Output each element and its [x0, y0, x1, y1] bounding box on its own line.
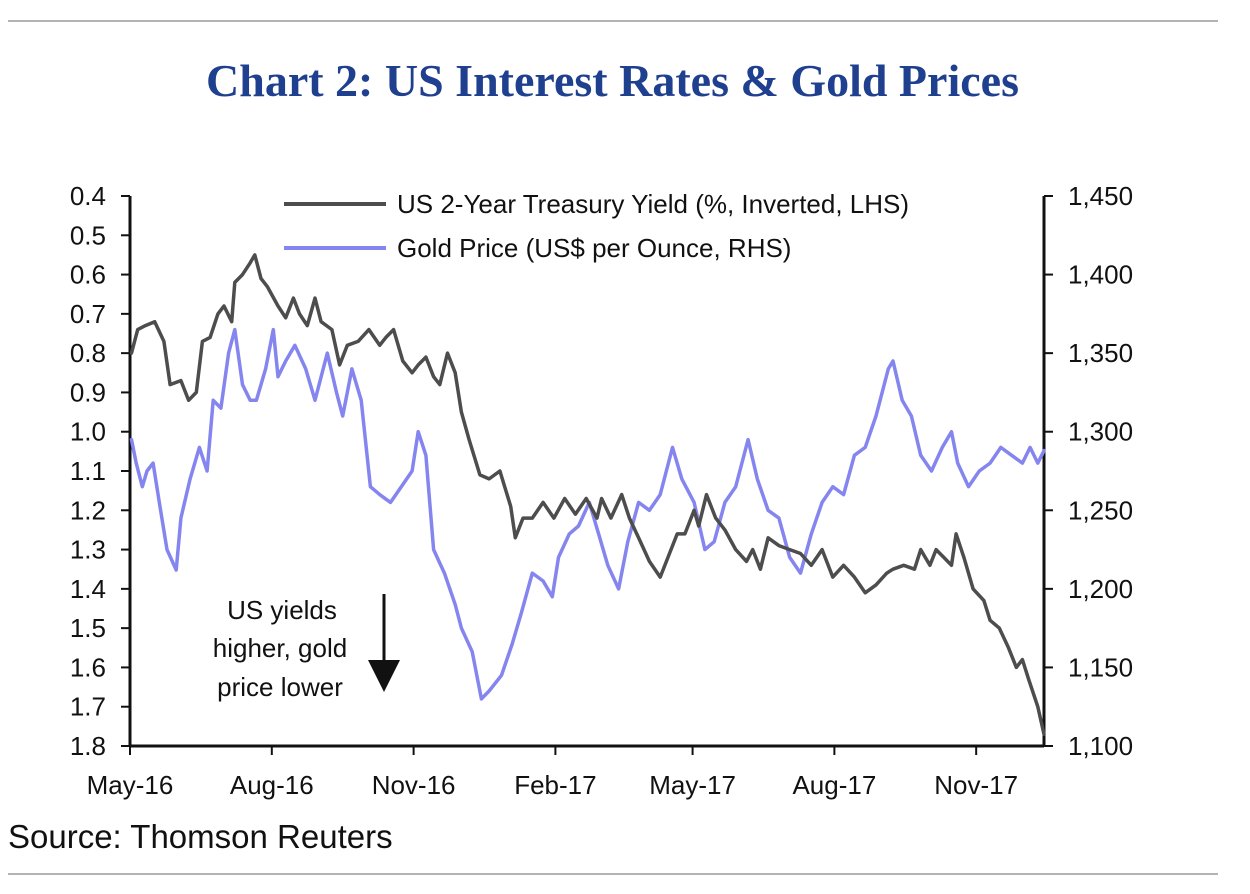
legend: US 2-Year Treasury Yield (%, Inverted, L… — [284, 189, 909, 263]
left-tick-label: 1.5 — [70, 613, 106, 643]
bottom-rule — [8, 873, 1218, 875]
annotation-arrow-head — [368, 660, 400, 692]
right-tick-label: 1,450 — [1068, 181, 1133, 211]
left-tick-label: 1.0 — [70, 417, 106, 447]
right-tick-label: 1,200 — [1068, 574, 1133, 604]
left-tick-label: 0.5 — [70, 220, 106, 250]
annotation-line-3: price lower — [217, 672, 343, 702]
series-layer — [129, 253, 1046, 736]
x-tick-label: Nov-17 — [934, 770, 1018, 800]
x-tick-label: Feb-17 — [514, 770, 596, 800]
right-tick-label: 1,150 — [1068, 652, 1133, 682]
annotation-line-2: higher, gold — [213, 633, 347, 663]
left-tick-label: 1.8 — [70, 731, 106, 761]
right-tick-label: 1,350 — [1068, 338, 1133, 368]
right-axis: 1,450 1,400 1,350 1,300 1,250 1,200 1,150 1,100 — [1042, 181, 1133, 761]
annotation-line-1: US yields — [227, 595, 337, 625]
left-tick-label: 1.7 — [70, 692, 106, 722]
chart-title: Chart 2: US Interest Rates & Gold Prices — [206, 55, 1019, 106]
legend-label-yield: US 2-Year Treasury Yield (%, Inverted, L… — [397, 189, 909, 219]
x-tick-label: Aug-16 — [230, 770, 314, 800]
right-tick-label: 1,250 — [1068, 495, 1133, 525]
source-note: Source: Thomson Reuters — [8, 818, 393, 855]
left-tick-label: 0.9 — [70, 377, 106, 407]
left-tick-label: 0.7 — [70, 299, 106, 329]
left-tick-label: 0.8 — [70, 338, 106, 368]
left-tick-label: 1.3 — [70, 535, 106, 565]
left-tick-label: 1.2 — [70, 495, 106, 525]
right-tick-label: 1,400 — [1068, 260, 1133, 290]
left-tick-label: 0.4 — [70, 181, 106, 211]
left-axis: 0.4 0.5 0.6 0.7 0.8 0.9 1.0 1.1 1.2 1.3 1.4 1.5 1.6 1… — [70, 181, 132, 761]
left-tick-label: 0.6 — [70, 260, 106, 290]
top-rule — [8, 20, 1218, 22]
left-tick-label: 1.4 — [70, 574, 106, 604]
right-tick-label: 1,100 — [1068, 731, 1133, 761]
x-tick-label: Nov-16 — [372, 770, 456, 800]
left-tick-label: 1.6 — [70, 652, 106, 682]
x-tick-label: Aug-17 — [792, 770, 876, 800]
x-axis: May-16 Aug-16 Nov-16 Feb-17 May-17 Aug-17 Nov-… — [87, 744, 1044, 800]
yield-series-line — [129, 253, 1046, 736]
x-tick-label: May-16 — [87, 770, 174, 800]
right-tick-label: 1,300 — [1068, 417, 1133, 447]
legend-label-gold: Gold Price (US$ per Ounce, RHS) — [397, 233, 791, 263]
gold-series-line — [129, 327, 1046, 701]
left-tick-label: 1.1 — [70, 456, 106, 486]
annotation: US yields higher, gold price lower — [213, 594, 400, 702]
x-tick-label: May-17 — [649, 770, 736, 800]
